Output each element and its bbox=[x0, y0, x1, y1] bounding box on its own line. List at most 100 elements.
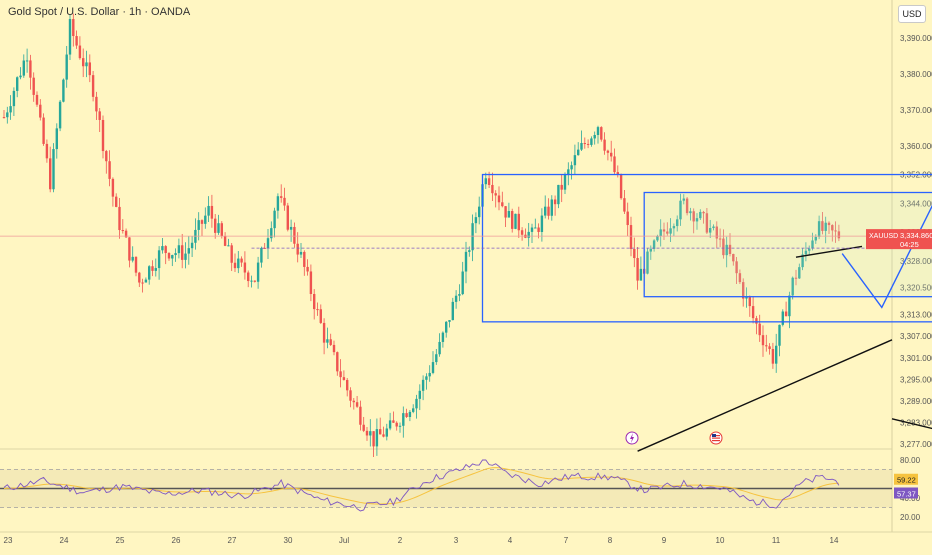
candle-body bbox=[547, 207, 549, 216]
candle-body bbox=[102, 120, 104, 151]
time-axis-label: 30 bbox=[284, 536, 293, 545]
candle-body bbox=[442, 333, 444, 342]
candle-body bbox=[234, 263, 236, 268]
candle-body bbox=[82, 58, 84, 66]
candle-body bbox=[72, 19, 74, 36]
candle-body bbox=[155, 268, 157, 271]
price-axis-label: 3,307.000 bbox=[900, 332, 932, 341]
price-axis-label: 3,289.000 bbox=[900, 397, 932, 406]
candle-body bbox=[49, 158, 51, 189]
candle-body bbox=[432, 362, 434, 373]
candle-body bbox=[462, 272, 464, 295]
lightning-icon[interactable] bbox=[626, 432, 638, 444]
time-axis-label: 10 bbox=[716, 536, 725, 545]
time-axis-label: 24 bbox=[60, 536, 69, 545]
time-axis-label: 9 bbox=[662, 536, 667, 545]
candle-body bbox=[577, 150, 579, 156]
candle-body bbox=[399, 426, 401, 427]
current-price-value: 3,334.860 bbox=[900, 231, 932, 240]
candle-body bbox=[501, 202, 503, 206]
candle-body bbox=[356, 402, 358, 407]
candle-body bbox=[580, 143, 582, 150]
candle-body bbox=[336, 352, 338, 371]
candle-body bbox=[224, 236, 226, 246]
candle-body bbox=[537, 227, 539, 231]
us-flag-icon[interactable] bbox=[710, 432, 722, 444]
candle-body bbox=[52, 149, 54, 189]
candle-body bbox=[504, 206, 506, 217]
candle-body bbox=[191, 243, 193, 248]
candle-body bbox=[161, 246, 163, 250]
candle-body bbox=[42, 118, 44, 144]
candle-body bbox=[290, 227, 292, 230]
candle-body bbox=[135, 257, 137, 273]
candle-body bbox=[303, 252, 305, 267]
candle-body bbox=[471, 223, 473, 250]
candle-body bbox=[455, 296, 457, 302]
candle-body bbox=[75, 36, 77, 46]
candle-body bbox=[19, 76, 21, 78]
candle-body bbox=[59, 102, 61, 129]
candle-body bbox=[257, 263, 259, 282]
candle-body bbox=[475, 217, 477, 223]
time-axis-label: 23 bbox=[4, 536, 13, 545]
candle-body bbox=[755, 318, 757, 323]
candle-body bbox=[36, 95, 38, 105]
candle-body bbox=[346, 380, 348, 390]
candle-body bbox=[768, 346, 770, 349]
candle-body bbox=[178, 245, 180, 253]
candle-body bbox=[409, 412, 411, 417]
rsi-axis-label: 20.00 bbox=[900, 513, 921, 522]
candle-body bbox=[112, 179, 114, 197]
candle-body bbox=[306, 267, 308, 272]
candle-body bbox=[429, 373, 431, 376]
candle-body bbox=[425, 376, 427, 379]
candle-body bbox=[181, 245, 183, 260]
candle-body bbox=[551, 199, 553, 215]
candle-body bbox=[66, 55, 68, 80]
candle-body bbox=[363, 425, 365, 431]
candle-body bbox=[260, 248, 262, 263]
currency-button[interactable]: USD bbox=[898, 5, 926, 23]
candle-body bbox=[488, 178, 490, 185]
candle-body bbox=[603, 140, 605, 151]
candle-body bbox=[287, 206, 289, 230]
price-axis-label: 3,283.000 bbox=[900, 418, 932, 427]
time-axis-label: 25 bbox=[116, 536, 125, 545]
price-axis-label: 3,390.000 bbox=[900, 34, 932, 43]
candle-body bbox=[376, 429, 378, 446]
candle-body bbox=[775, 346, 777, 364]
candle-body bbox=[765, 345, 767, 346]
candle-body bbox=[339, 371, 341, 377]
candle-body bbox=[369, 431, 371, 435]
candle-body bbox=[749, 297, 751, 306]
candle-body bbox=[759, 324, 761, 336]
price-axis-label: 3,313.000 bbox=[900, 311, 932, 320]
candle-body bbox=[108, 161, 110, 179]
candle-body bbox=[99, 111, 101, 120]
candle-body bbox=[244, 263, 246, 273]
candle-body bbox=[498, 195, 500, 202]
candle-body bbox=[280, 196, 282, 198]
candle-body bbox=[785, 312, 787, 317]
candle-body bbox=[141, 283, 143, 284]
candle-body bbox=[528, 232, 530, 238]
candle-body bbox=[158, 250, 160, 268]
time-axis-label: 26 bbox=[172, 536, 181, 545]
time-axis-label: 27 bbox=[228, 536, 237, 545]
rsi-axis-label: 80.00 bbox=[900, 456, 921, 465]
candle-body bbox=[778, 325, 780, 346]
candle-body bbox=[514, 214, 516, 229]
candle-body bbox=[521, 230, 523, 234]
candle-body bbox=[636, 258, 638, 281]
candle-body bbox=[267, 238, 269, 248]
candle-body bbox=[237, 259, 239, 269]
candle-body bbox=[145, 280, 147, 283]
candle-body bbox=[594, 135, 596, 138]
candle-body bbox=[359, 407, 361, 425]
candle-body bbox=[138, 273, 140, 283]
candle-body bbox=[277, 196, 279, 210]
trendline-lower[interactable] bbox=[638, 340, 892, 451]
